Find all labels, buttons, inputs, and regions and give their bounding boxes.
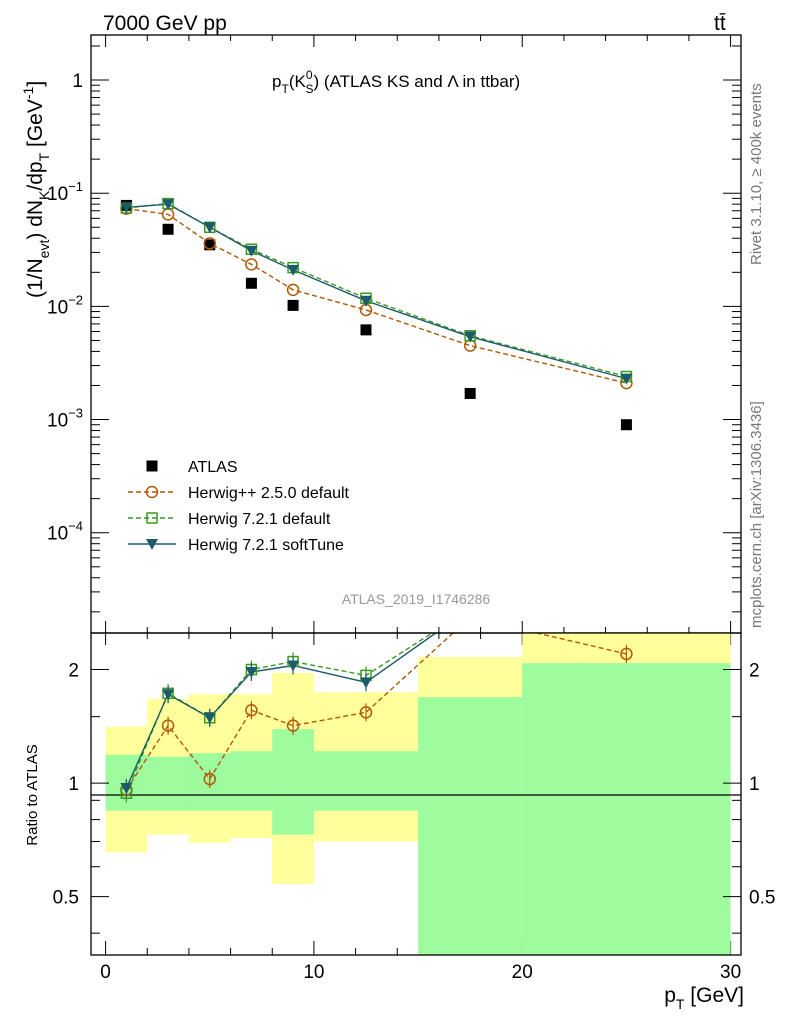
x-axis-label: pT [GeV] [664, 984, 744, 1012]
ratio-point-1 [620, 647, 633, 661]
y-tick-label: 10−2 [47, 292, 83, 318]
x-tick-label: 10 [303, 962, 324, 983]
legend-label-2: Herwig 7.2.1 default [188, 511, 331, 528]
main-point-0 [360, 324, 372, 336]
main-point-3 [162, 199, 175, 211]
legend: ATLAS Herwig++ 2.5.0 default Herwig 7.2.1 … [128, 459, 350, 554]
ratio-point-3 [287, 660, 300, 672]
ratio-point-1 [286, 719, 300, 732]
x-tick-label: 30 [720, 962, 741, 983]
ratio-point-1 [245, 703, 258, 717]
ratio-point-3 [162, 689, 175, 701]
ratio-y-tick-label-right: 2 [749, 661, 760, 682]
ratio-y-tick-label-right: 1 [749, 774, 760, 795]
ratio-point-3 [203, 712, 216, 724]
legend-marker-1 [145, 485, 159, 499]
main-line-2 [126, 202, 627, 378]
ratio-panel: 0 10 20 30 0.5 0.5 1 1 2 2 Ratio to ATLAS [24, 632, 776, 983]
main-line-1 [126, 207, 627, 384]
rivet-label: Rivet 3.1.10, ≥ 400k events [748, 83, 765, 265]
ratio-point-3 [360, 677, 372, 689]
x-tick-label: 20 [512, 962, 533, 983]
main-point-3 [620, 373, 633, 385]
main-point-3 [360, 295, 372, 307]
plot-title: pT(K0 S) (ATLAS KS and Λ in ttbar) [272, 68, 520, 96]
header-left: 7000 GeV pp [103, 12, 227, 35]
main-point-1 [245, 258, 258, 271]
band-inner [418, 697, 523, 955]
header-right: tt̄ [714, 12, 726, 35]
legend-label-3: Herwig 7.2.1 softTune [188, 537, 344, 554]
analysis-label: ATLAS_2019_I1746286 [342, 591, 491, 607]
main-line-3 [126, 203, 627, 380]
ratio-point-1 [203, 772, 216, 786]
ratio-point-1 [359, 706, 373, 719]
ratio-y-tick-label-right: 0.5 [749, 888, 775, 909]
main-panel: pT(K0 S) (ATLAS KS and Λ in ttbar) ATLAS_… [20, 34, 742, 955]
band-inner [522, 663, 731, 955]
main-point-0 [287, 299, 299, 311]
legend-marker-3 [146, 539, 158, 550]
ratio-line-3 [125, 633, 437, 789]
y-tick-label: 1 [72, 71, 83, 92]
y-tick-label: 10−3 [47, 406, 83, 432]
band-inner [230, 751, 273, 811]
ratio-y-tick-label: 0.5 [53, 888, 79, 909]
legend-label-0: ATLAS [188, 459, 238, 476]
main-point-0 [620, 419, 632, 431]
ratio-point-3 [120, 783, 133, 795]
main-y-label: (1/Nevt) dNK/dpT [GeV-1] [20, 81, 52, 298]
mcplots-label: mcplots.cern.ch [arXiv:1306.3436] [748, 401, 765, 628]
main-point-3 [245, 245, 258, 257]
x-tick-label: 0 [100, 962, 111, 983]
ratio-y-tick-label: 2 [68, 661, 79, 682]
band-inner [272, 729, 314, 835]
legend-label-1: Herwig++ 2.5.0 default [188, 485, 350, 502]
y-tick-label: 10−1 [47, 179, 83, 205]
main-point-1 [286, 283, 300, 297]
main-series [120, 197, 633, 431]
y-tick-label: 10−4 [47, 519, 83, 545]
legend-marker-2 [146, 512, 158, 524]
main-point-0 [245, 277, 257, 289]
main-point-0 [162, 223, 174, 235]
ratio-point-3 [245, 667, 258, 679]
main-point-1 [203, 237, 216, 250]
ratio-bands [105, 633, 731, 955]
main-point-3 [203, 222, 216, 234]
band-inner [313, 751, 419, 811]
ratio-point-1 [161, 719, 175, 732]
legend-marker-0 [146, 460, 158, 472]
main-point-3 [120, 202, 133, 214]
main-point-3 [287, 264, 300, 276]
band-inner [147, 756, 189, 811]
ratio-axis-ticks: 0 10 20 30 0.5 0.5 1 1 2 2 [53, 661, 776, 983]
main-point-3 [464, 331, 477, 343]
ratio-y-label: Ratio to ATLAS [24, 744, 41, 845]
main-point-0 [204, 239, 216, 251]
main-point-0 [464, 387, 476, 399]
ratio-frame [90, 632, 742, 956]
ratio-y-tick-label: 1 [68, 774, 79, 795]
